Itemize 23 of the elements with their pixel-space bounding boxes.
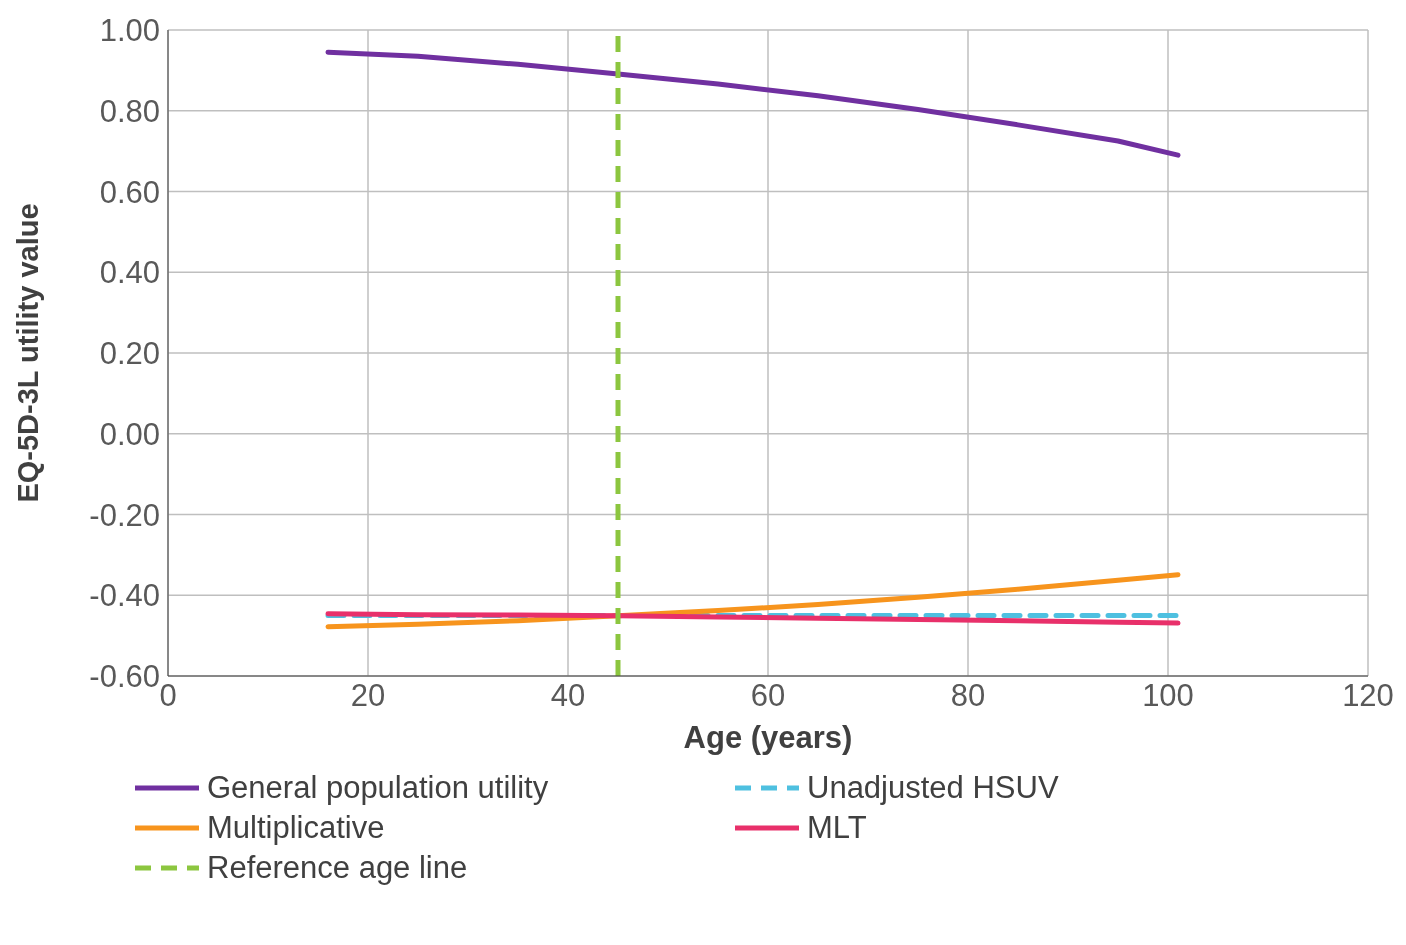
x-tick-label: 100	[1142, 678, 1194, 714]
y-tick-label: 0.80	[99, 93, 160, 129]
x-tick-label: 40	[550, 678, 586, 714]
legend-label: General population utility	[207, 770, 549, 806]
x-tick-label: 0	[159, 678, 177, 714]
y-tick-label: -0.60	[89, 659, 160, 695]
x-tick-label: 80	[950, 678, 986, 714]
y-tick-label: -0.20	[89, 497, 160, 533]
x-tick-label: 60	[750, 678, 786, 714]
y-tick-label: 1.00	[99, 13, 160, 49]
legend-label: Multiplicative	[207, 810, 385, 846]
legend-label: MLT	[807, 810, 867, 846]
y-tick-label: 0.60	[99, 174, 160, 210]
y-axis-title: EQ-5D-3L utility value	[12, 203, 45, 503]
legend-label: Reference age line	[207, 850, 468, 886]
y-tick-label: 0.20	[99, 336, 160, 372]
x-tick-label: 120	[1342, 678, 1394, 714]
x-tick-label: 20	[350, 678, 386, 714]
legend-label: Unadjusted HSUV	[807, 770, 1059, 806]
x-axis-title: Age (years)	[683, 720, 853, 755]
y-tick-label: 0.40	[99, 255, 160, 291]
y-tick-label: -0.40	[89, 578, 160, 614]
y-tick-label: 0.00	[99, 416, 160, 452]
